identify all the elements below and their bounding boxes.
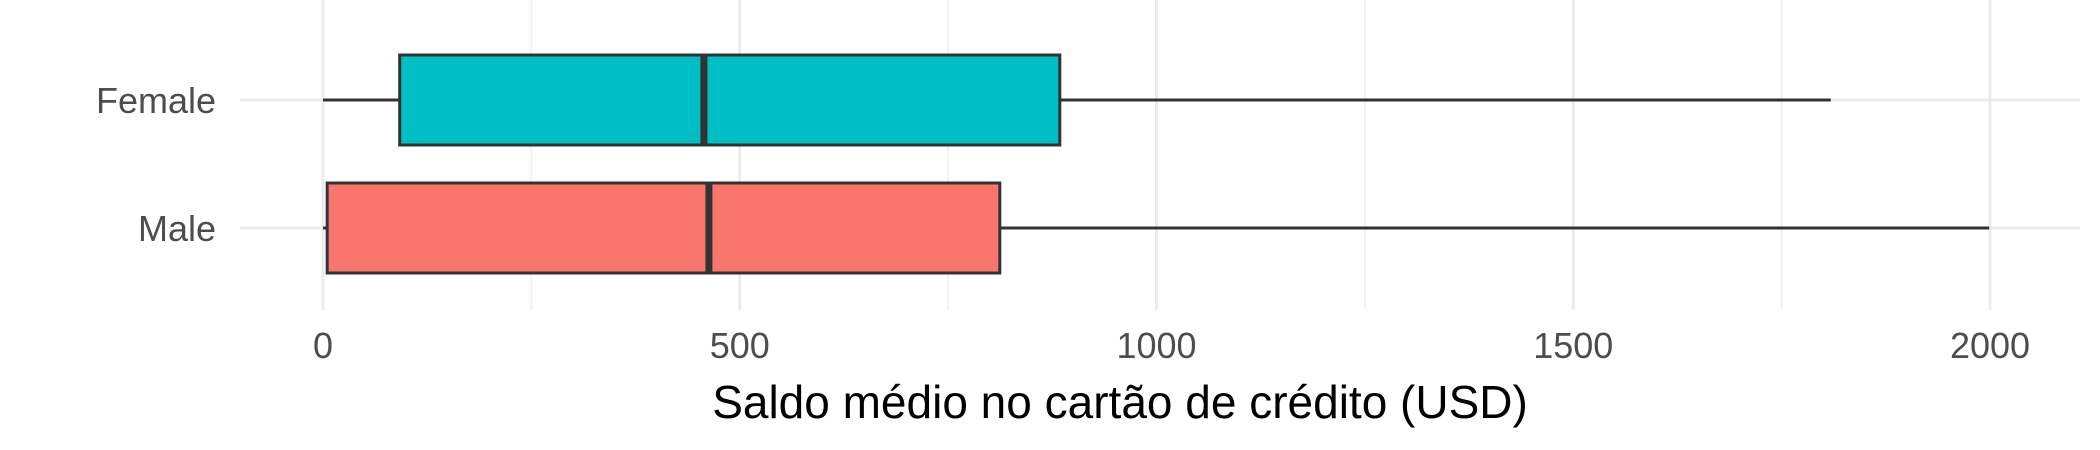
x-tick-label: 2000 [1950,325,2030,366]
x-axis-tick-labels: 0 500 1000 1500 2000 [313,325,2030,366]
y-tick-label: Female [96,80,216,121]
iqr-box [398,53,1062,147]
box-female [323,53,1831,147]
iqr-box [325,181,1002,275]
x-tick-label: 1000 [1116,325,1196,366]
y-axis-tick-labels: Female Male [96,80,216,249]
x-tick-label: 500 [710,325,770,366]
y-tick-label: Male [138,208,216,249]
x-tick-label: 1500 [1533,325,1613,366]
boxes [323,53,1990,275]
x-axis-title: Saldo médio no cartão de crédito (USD) [712,376,1528,428]
x-tick-label: 0 [313,325,333,366]
box-male [323,181,1990,275]
